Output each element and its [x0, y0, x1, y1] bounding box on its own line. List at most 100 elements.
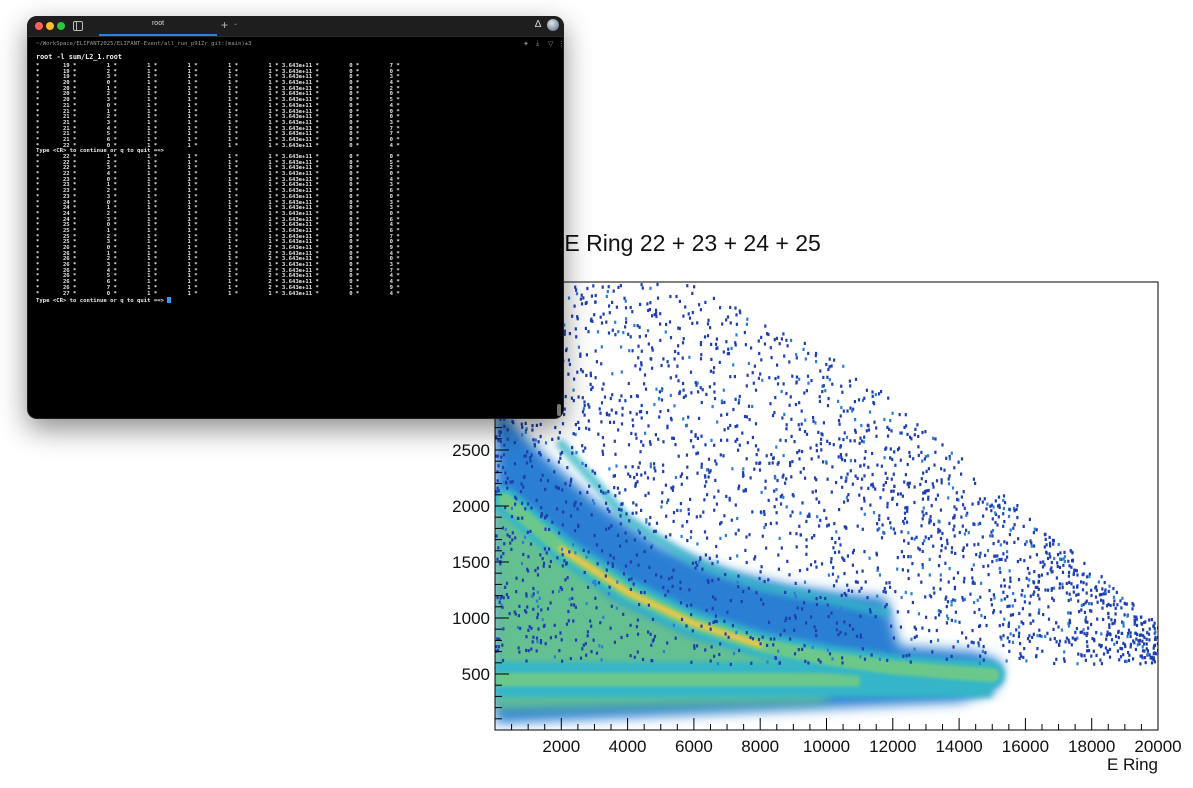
count-bin [947, 482, 951, 486]
count-bin [723, 400, 726, 404]
count-bin [704, 553, 707, 557]
new-tab-button[interactable]: + [221, 18, 229, 32]
count-bin [674, 475, 677, 480]
filter-icon[interactable]: ▽ [548, 41, 554, 48]
count-bin [748, 418, 751, 422]
title-bar[interactable]: root + ⌄ ∆ [27, 16, 564, 37]
scrollbar[interactable] [557, 404, 561, 416]
ai-sparkle-icon[interactable]: ∆ [535, 19, 542, 30]
count-bin [1095, 588, 1098, 592]
count-bin [515, 590, 518, 594]
scan-row: * 26 * 2 * 1 * 1 * 1 * 2 * 3.643e+11 * 0… [36, 256, 400, 263]
count-bin [872, 511, 876, 515]
count-bin [527, 502, 530, 506]
count-bin [871, 451, 874, 456]
count-bin [890, 489, 893, 493]
count-bin [1002, 590, 1005, 594]
count-bin [653, 403, 656, 407]
count-bin [906, 507, 909, 511]
count-bin [709, 326, 712, 330]
count-bin [785, 427, 788, 431]
count-bin [1081, 588, 1085, 592]
pin-icon[interactable]: ✦ [523, 41, 529, 48]
count-bin [1009, 613, 1012, 617]
count-bin [1000, 637, 1003, 641]
count-bin [629, 335, 632, 339]
count-bin [577, 523, 580, 527]
count-bin [646, 302, 649, 306]
count-bin [624, 399, 627, 403]
count-bin [830, 557, 833, 561]
count-bin [680, 472, 684, 476]
count-bin [732, 363, 735, 367]
count-bin [841, 656, 844, 660]
minimize-window-button[interactable] [46, 22, 54, 30]
close-window-button[interactable] [35, 22, 43, 30]
count-bin [1118, 658, 1121, 662]
count-bin [948, 457, 951, 461]
count-bin [825, 362, 828, 367]
count-bin [561, 450, 564, 455]
count-bin [677, 344, 680, 348]
download-icon[interactable]: ⤓ [536, 40, 540, 47]
scan-row: * 21 * 0 * 1 * 1 * 1 * 1 * 3.643e+11 * 0… [36, 102, 400, 109]
count-bin [838, 437, 841, 441]
scan-row: * 26 * 1 * 1 * 1 * 1 * 2 * 3.643e+11 * 0… [36, 250, 400, 257]
terminal-window[interactable]: root + ⌄ ∆ ~/WorkSpace/ELIFANT2025/ELIFA… [27, 16, 564, 419]
count-bin [717, 577, 720, 581]
count-bin [695, 515, 698, 519]
count-bin [986, 549, 990, 553]
count-bin [1064, 640, 1067, 644]
count-bin [755, 453, 758, 457]
count-bin [773, 338, 776, 342]
chevron-down-icon[interactable]: ⌄ [233, 21, 239, 27]
count-bin [921, 497, 924, 501]
more-options-icon[interactable]: ⋮ [558, 41, 564, 48]
count-bin [640, 473, 643, 477]
count-bin [908, 481, 911, 485]
count-bin [845, 476, 848, 480]
count-bin [898, 413, 901, 417]
count-bin [956, 497, 959, 502]
zoom-window-button[interactable] [57, 22, 65, 30]
count-bin [934, 616, 937, 620]
count-bin [738, 398, 741, 402]
count-bin [979, 637, 982, 641]
count-bin [803, 601, 806, 605]
count-bin [682, 314, 685, 318]
count-bin [631, 511, 634, 515]
count-bin [962, 580, 966, 584]
count-bin [867, 428, 871, 432]
count-bin [684, 394, 687, 398]
x-tick-label: 20000 [1134, 737, 1181, 756]
count-bin [546, 479, 550, 483]
count-bin [626, 633, 629, 638]
count-bin [932, 544, 935, 548]
count-bin [531, 640, 534, 644]
count-bin [1002, 552, 1005, 556]
avatar[interactable] [547, 19, 559, 31]
count-bin [529, 459, 532, 463]
count-bin [719, 536, 722, 540]
text-cursor[interactable] [167, 297, 172, 304]
sidebar-toggle-icon[interactable] [73, 21, 83, 31]
count-bin [647, 342, 650, 346]
count-bin [886, 434, 890, 438]
count-bin [1105, 633, 1108, 637]
count-bin [1023, 600, 1026, 604]
count-bin [1002, 512, 1005, 516]
count-bin [729, 599, 732, 603]
count-bin [931, 650, 934, 654]
count-bin [950, 550, 953, 554]
count-bin [851, 627, 855, 631]
count-bin [727, 426, 730, 430]
count-bin [736, 437, 739, 441]
count-bin [884, 590, 887, 594]
count-bin [1115, 634, 1118, 638]
count-bin [742, 467, 745, 471]
count-bin [1093, 639, 1096, 643]
count-bin [563, 407, 566, 411]
tab-root[interactable]: root [99, 16, 217, 36]
count-bin [814, 489, 817, 493]
count-bin [977, 644, 981, 648]
